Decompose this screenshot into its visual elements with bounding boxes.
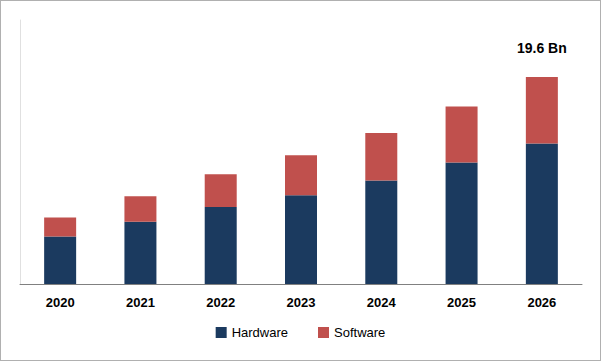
- svg-text:2021: 2021: [126, 295, 155, 310]
- svg-text:Software: Software: [334, 325, 385, 340]
- svg-text:2024: 2024: [367, 295, 397, 310]
- svg-text:Hardware: Hardware: [232, 325, 288, 340]
- svg-text:2020: 2020: [46, 295, 75, 310]
- svg-text:2025: 2025: [447, 295, 476, 310]
- svg-text:2023: 2023: [287, 295, 316, 310]
- svg-text:2026: 2026: [527, 295, 556, 310]
- svg-text:2022: 2022: [206, 295, 235, 310]
- svg-text:19.6 Bn: 19.6 Bn: [517, 40, 567, 56]
